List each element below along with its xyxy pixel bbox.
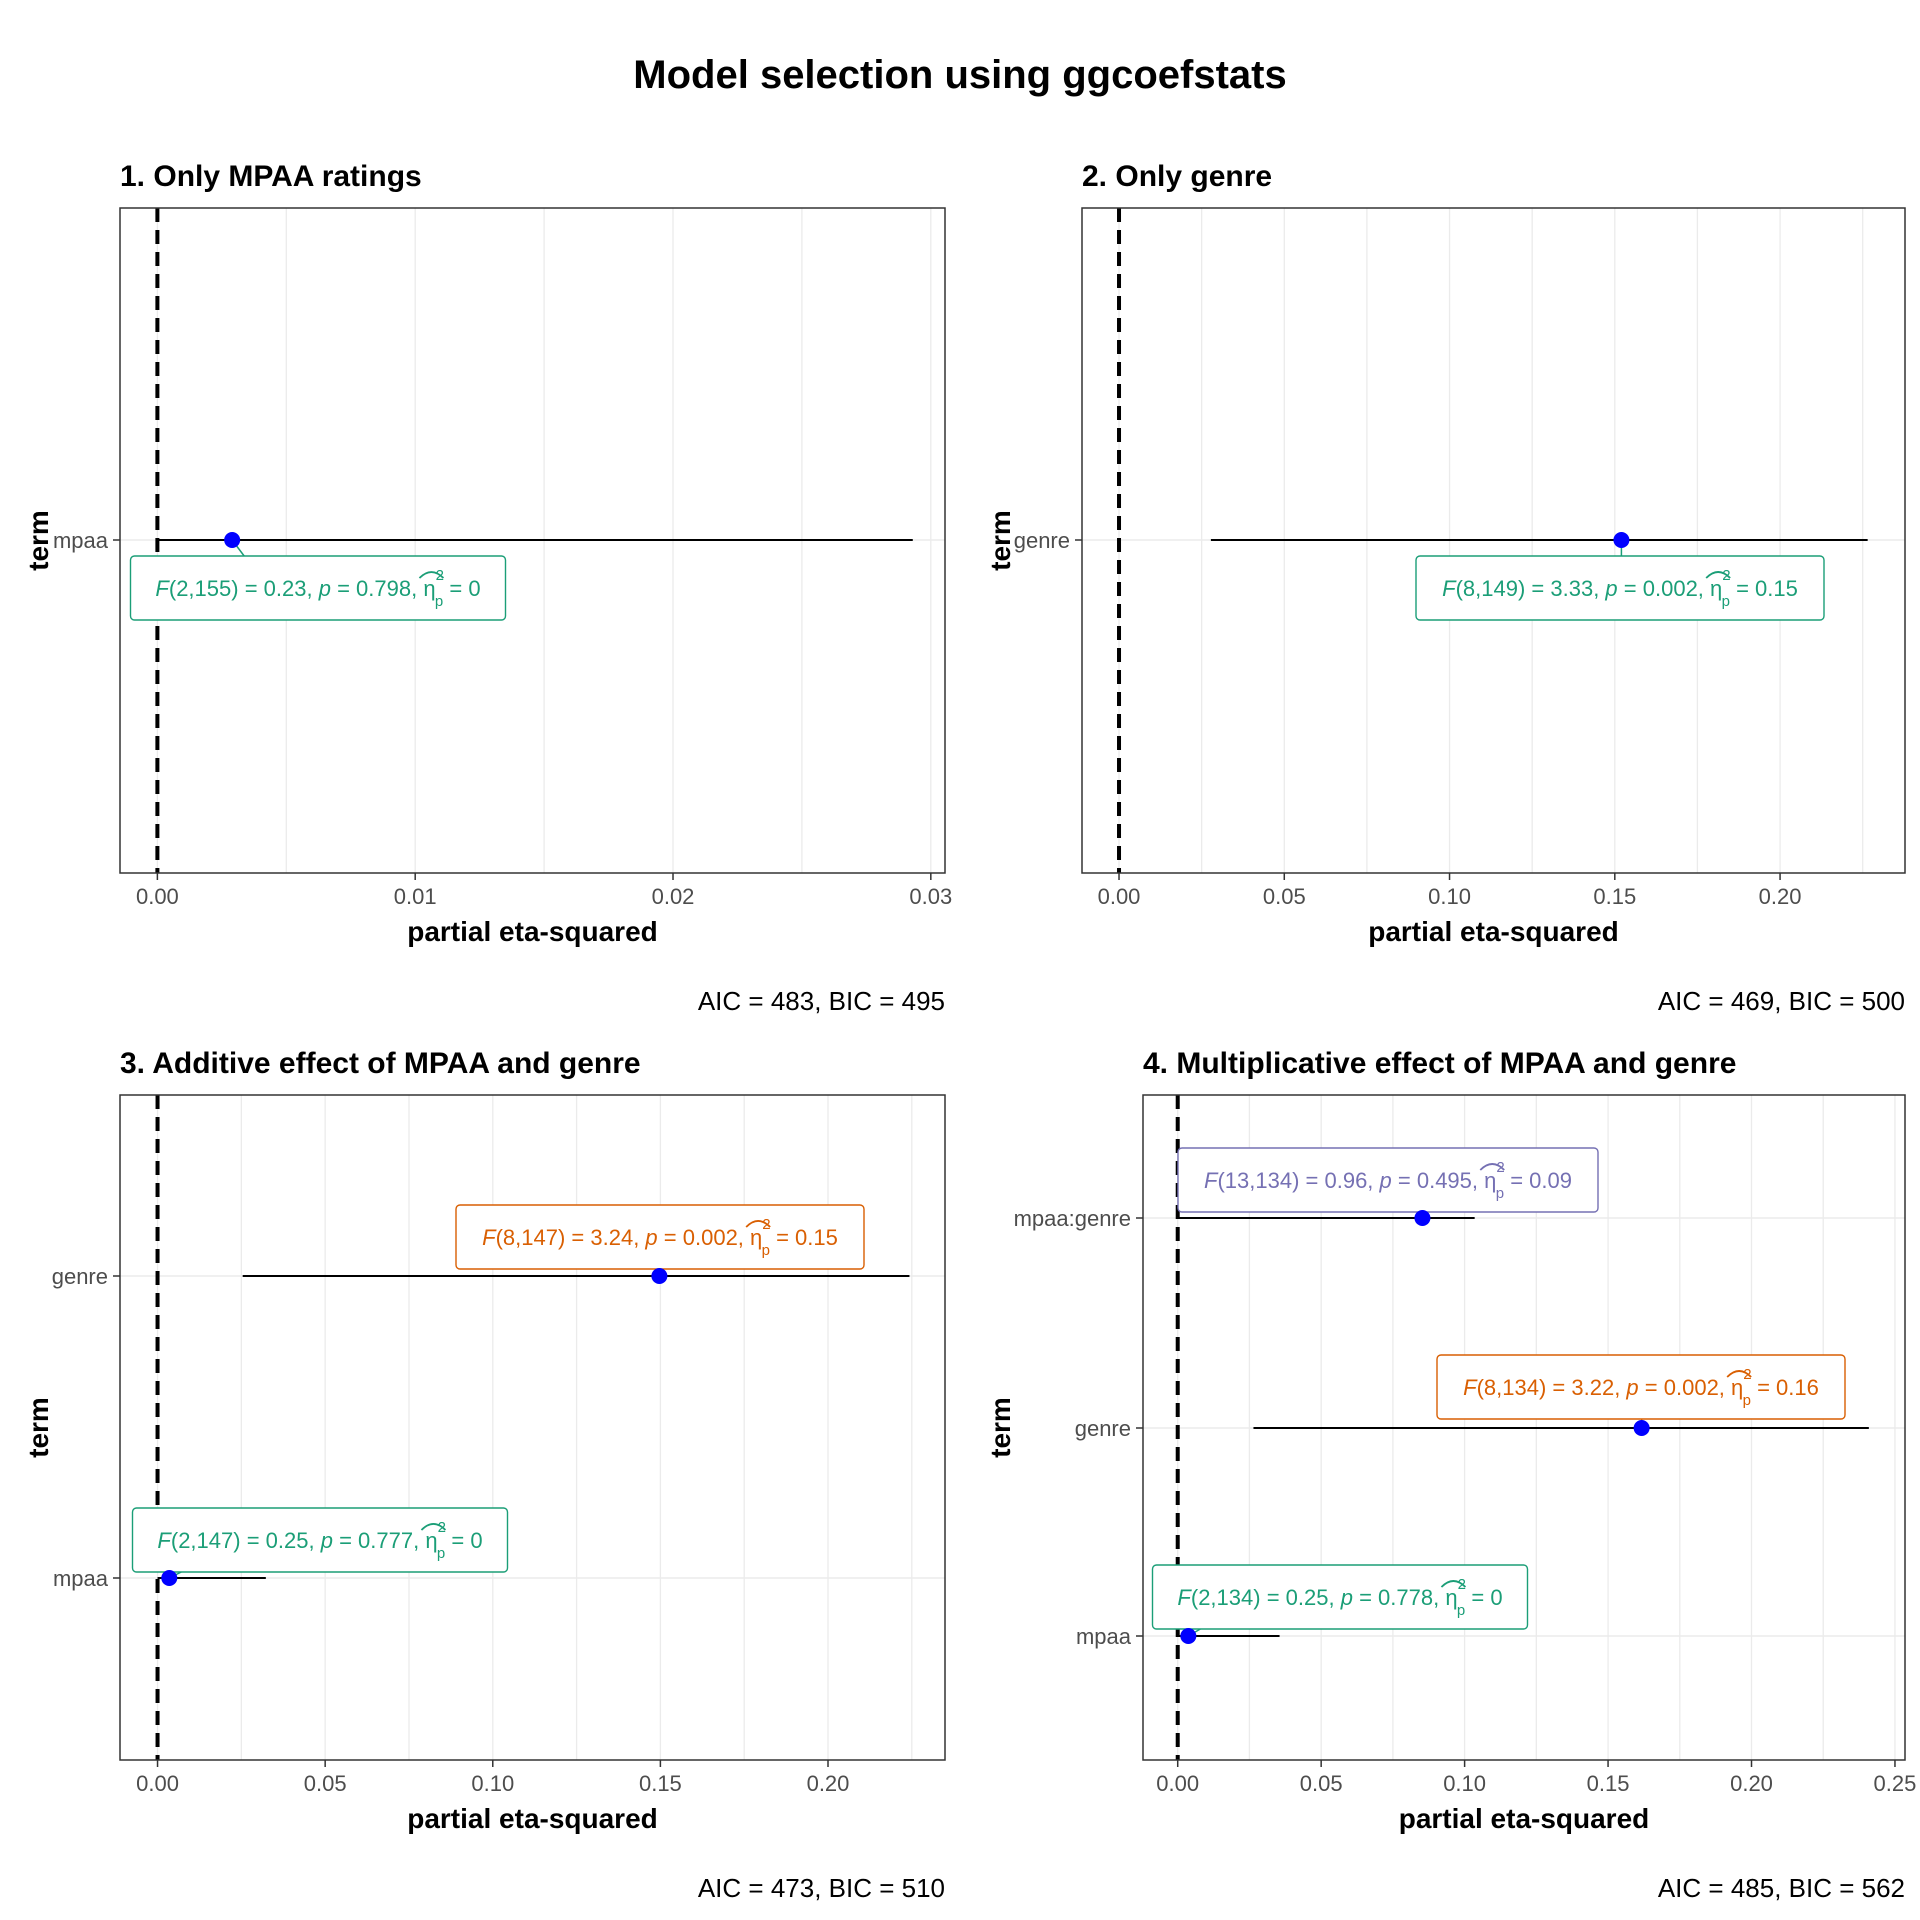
stat-label-text: F(13,134) = 0.96, p = 0.495, η2 p = 0.09: [1204, 1159, 1572, 1202]
point-genre: [1633, 1420, 1650, 1436]
y-tick-label: genre: [1014, 528, 1070, 553]
x-axis-title: partial eta-squared: [407, 916, 658, 947]
x-axis-title: partial eta-squared: [1368, 916, 1619, 947]
panel-3: F(2,147) = 0.25, p = 0.777, η2 p = 0 F(8,1…: [23, 1047, 946, 1903]
stat-label-box: [129, 555, 507, 621]
panel-title: 3. Additive effect of MPAA and genre: [120, 1047, 641, 1080]
panel-caption: AIC = 469, BIC = 500: [1658, 986, 1905, 1016]
eta-hat: [1479, 1163, 1505, 1171]
eta-hat: [1440, 1580, 1467, 1588]
x-axis-title: partial eta-squared: [407, 1803, 658, 1834]
stat-label-box: [131, 1507, 509, 1573]
x-tick-label: 0.00: [136, 884, 179, 909]
x-tick-label: 0.00: [1156, 1771, 1199, 1796]
x-tick-label: 0.20: [807, 1771, 850, 1796]
y-tick-label: mpaa: [53, 1566, 109, 1591]
panel-2: F(8,149) = 3.33, p = 0.002, η2 p = 0.150.…: [985, 160, 1906, 1016]
point-mpaa-genre: [1414, 1210, 1431, 1226]
panel-border: [119, 1094, 946, 1761]
x-tick-label: 0.15: [1593, 884, 1636, 909]
x-tick-label: 0.00: [1098, 884, 1141, 909]
point-mpaa: [1180, 1628, 1197, 1644]
point-genre: [1613, 532, 1630, 548]
y-axis-title: term: [23, 1397, 54, 1458]
stat-label-text: F(8,147) = 3.24, p = 0.002, η2 p = 0.15: [482, 1216, 838, 1259]
x-tick-label: 0.05: [1263, 884, 1306, 909]
x-tick-label: 0.20: [1759, 884, 1802, 909]
y-axis-title: term: [985, 1397, 1016, 1458]
stat-label-text: F(2,155) = 0.23, p = 0.798, η2 p = 0: [155, 567, 480, 610]
panel-background: [120, 1095, 945, 1760]
x-tick-label: 0.05: [1300, 1771, 1343, 1796]
x-tick-label: 0.10: [1428, 884, 1471, 909]
point-genre: [651, 1268, 668, 1284]
main-title: Model selection using ggcoefstats: [633, 53, 1286, 97]
y-axis-title: term: [23, 510, 54, 571]
x-tick-label: 0.10: [471, 1771, 514, 1796]
x-tick-label: 0.00: [136, 1771, 179, 1796]
eta-hat: [1726, 1370, 1752, 1378]
y-tick-label: mpaa: [53, 528, 109, 553]
x-tick-label: 0.10: [1443, 1771, 1486, 1796]
x-tick-label: 0.05: [304, 1771, 347, 1796]
eta-hat: [745, 1220, 771, 1228]
panel-caption: AIC = 485, BIC = 562: [1658, 1873, 1905, 1903]
eta-hat: [418, 571, 445, 579]
panel-1: F(2,155) = 0.23, p = 0.798, η2 p = 0 0.00 0…: [23, 160, 952, 1016]
panel-caption: AIC = 473, BIC = 510: [698, 1873, 945, 1903]
panel-title: 1. Only MPAA ratings: [120, 160, 422, 193]
x-tick-label: 0.03: [909, 884, 952, 909]
x-tick-label: 0.15: [639, 1771, 682, 1796]
x-tick-label: 0.01: [394, 884, 437, 909]
panel-title: 4. Multiplicative effect of MPAA and gen…: [1143, 1047, 1736, 1080]
eta-hat: [1705, 571, 1731, 579]
stat-label-box: [1151, 1564, 1529, 1630]
point-mpaa: [161, 1570, 178, 1586]
x-tick-label: 0.15: [1587, 1771, 1630, 1796]
point-mpaa: [224, 532, 241, 548]
stat-label-text: F(2,147) = 0.25, p = 0.777, η2 p = 0: [157, 1519, 482, 1562]
y-tick-label: genre: [52, 1264, 108, 1289]
panel-caption: AIC = 483, BIC = 495: [698, 986, 945, 1016]
y-axis-title: term: [985, 510, 1016, 571]
x-tick-label: 0.20: [1730, 1771, 1773, 1796]
stat-label-text: F(2,134) = 0.25, p = 0.778, η2 p = 0: [1177, 1576, 1502, 1619]
y-tick-label: genre: [1075, 1416, 1131, 1441]
eta-hat: [420, 1523, 447, 1531]
panel-4: F(2,134) = 0.25, p = 0.778, η2 p = 0F(8,1…: [985, 1047, 1916, 1903]
x-tick-label: 0.25: [1874, 1771, 1917, 1796]
y-tick-label: mpaa:genre: [1014, 1206, 1131, 1231]
panel-title: 2. Only genre: [1082, 160, 1272, 193]
x-axis-title: partial eta-squared: [1399, 1803, 1650, 1834]
x-tick-label: 0.02: [652, 884, 695, 909]
y-tick-label: mpaa: [1076, 1624, 1132, 1649]
